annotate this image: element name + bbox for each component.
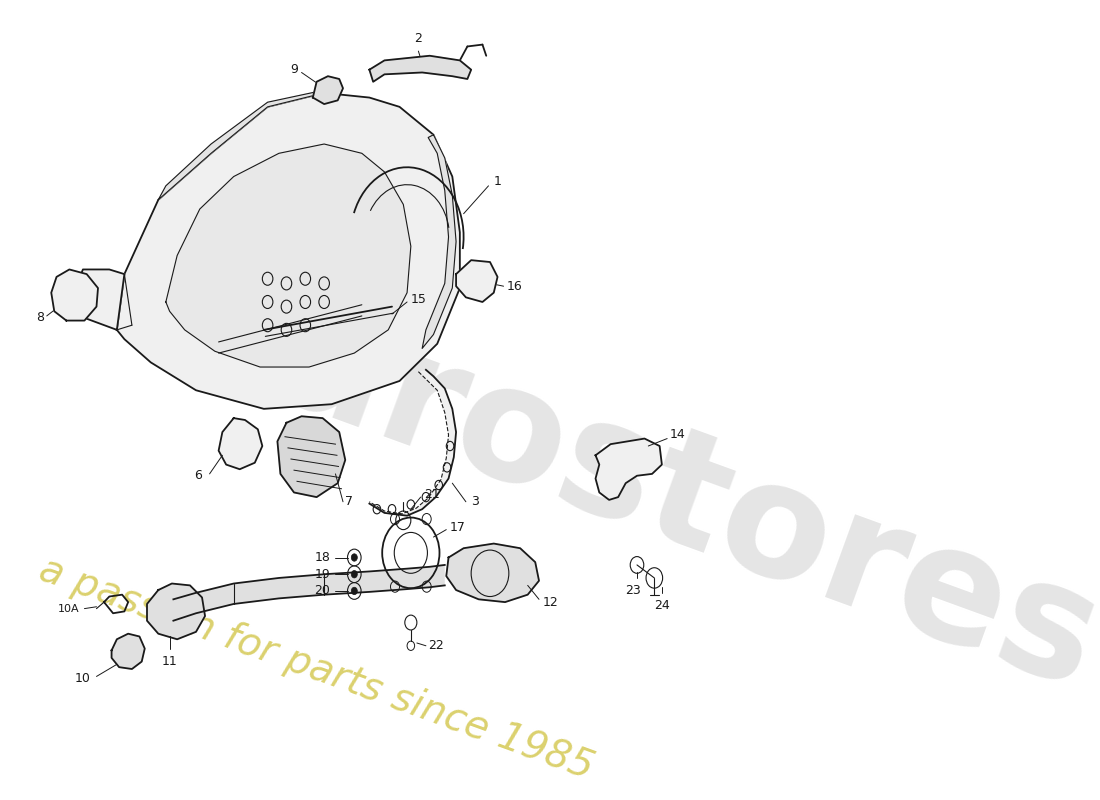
Text: 6: 6: [195, 470, 202, 482]
Text: 17: 17: [449, 522, 465, 534]
Text: 20: 20: [315, 585, 330, 598]
Polygon shape: [76, 270, 124, 330]
Polygon shape: [174, 565, 444, 621]
Text: 7: 7: [345, 495, 353, 508]
Text: 15: 15: [410, 293, 427, 306]
Polygon shape: [595, 438, 662, 500]
Polygon shape: [219, 418, 262, 470]
Polygon shape: [147, 583, 205, 639]
Polygon shape: [422, 134, 456, 349]
Text: 1: 1: [494, 174, 502, 188]
Text: 8: 8: [35, 311, 44, 324]
Text: 3: 3: [471, 495, 478, 508]
Text: 9: 9: [290, 63, 298, 76]
Polygon shape: [456, 260, 497, 302]
Text: 22: 22: [428, 639, 444, 652]
Text: a passion for parts since 1985: a passion for parts since 1985: [34, 550, 600, 787]
Polygon shape: [447, 543, 539, 602]
Text: 24: 24: [654, 599, 670, 612]
Text: 23: 23: [626, 583, 641, 597]
Polygon shape: [158, 90, 324, 200]
Polygon shape: [166, 144, 410, 367]
Circle shape: [351, 570, 358, 578]
Polygon shape: [312, 76, 343, 104]
Text: 2: 2: [415, 32, 422, 45]
Text: 19: 19: [315, 568, 330, 581]
Polygon shape: [370, 56, 471, 82]
Text: 12: 12: [542, 596, 559, 609]
Text: 18: 18: [315, 551, 330, 564]
Circle shape: [351, 554, 358, 562]
Text: 16: 16: [507, 280, 522, 293]
Text: 10: 10: [75, 672, 90, 685]
Polygon shape: [277, 416, 345, 497]
Text: 21: 21: [424, 488, 439, 501]
Polygon shape: [117, 93, 460, 409]
Polygon shape: [111, 634, 145, 669]
Text: eurostores: eurostores: [151, 244, 1100, 722]
Polygon shape: [52, 270, 98, 321]
Polygon shape: [370, 370, 456, 516]
Text: 10A: 10A: [57, 604, 79, 614]
Text: 11: 11: [162, 655, 177, 668]
Text: 14: 14: [670, 428, 685, 442]
Circle shape: [351, 587, 358, 594]
